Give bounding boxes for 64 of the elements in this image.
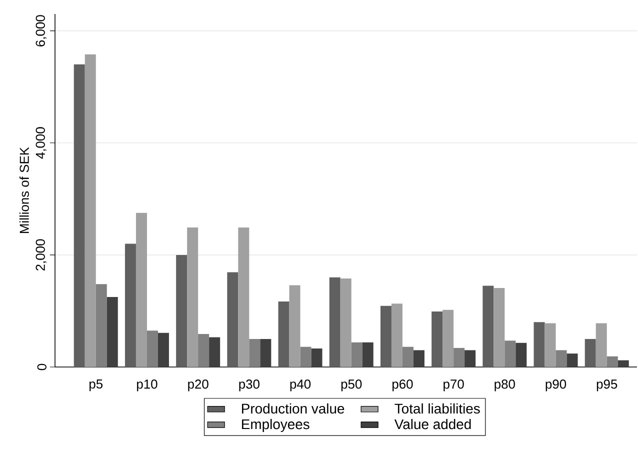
bar xyxy=(380,306,392,367)
y-tick-label: 6,000 xyxy=(36,15,46,46)
bar xyxy=(260,338,272,367)
x-tick-label: p30 xyxy=(239,380,260,392)
y-axis-title: Millions of SEK xyxy=(19,147,29,233)
bar xyxy=(176,254,188,367)
bar xyxy=(534,322,545,367)
bar xyxy=(618,360,629,367)
bar xyxy=(187,227,198,367)
bar xyxy=(391,304,402,367)
bar xyxy=(106,296,118,367)
bar xyxy=(584,338,596,367)
bar xyxy=(556,350,567,367)
bar xyxy=(454,348,465,367)
bar xyxy=(300,346,312,367)
y-tick-label: 4,000 xyxy=(36,127,46,159)
x-tick-label: p50 xyxy=(341,380,362,392)
x-tick-label: p70 xyxy=(444,380,464,392)
x-tick-label: p40 xyxy=(290,380,311,392)
bar xyxy=(482,286,494,367)
bar xyxy=(362,342,374,367)
x-tick-label: p10 xyxy=(137,380,158,392)
bar xyxy=(544,323,556,367)
bar xyxy=(566,354,578,367)
bar xyxy=(402,346,414,367)
bar xyxy=(351,342,362,367)
bar xyxy=(432,312,443,367)
x-tick-label: p20 xyxy=(188,380,208,392)
y-tick-label: 0 xyxy=(37,364,46,370)
x-tick-label: p90 xyxy=(546,380,566,392)
bar xyxy=(84,54,96,367)
bar xyxy=(96,284,107,367)
y-tick-label: 2,000 xyxy=(36,239,46,270)
bar xyxy=(606,356,618,367)
bar xyxy=(238,227,250,367)
bar xyxy=(74,64,85,367)
x-tick-label: p80 xyxy=(494,380,515,392)
legend-label: Employees xyxy=(242,418,310,432)
bar xyxy=(442,310,454,367)
bar xyxy=(340,278,352,367)
bar xyxy=(494,288,505,367)
bar xyxy=(516,342,527,367)
bar xyxy=(158,332,169,367)
bar xyxy=(329,277,340,367)
bar xyxy=(464,350,476,367)
x-tick-label: p5 xyxy=(90,380,103,392)
bar xyxy=(227,272,238,367)
legend-label: Total liabilities xyxy=(394,403,480,414)
bar xyxy=(413,350,424,367)
bar xyxy=(289,285,300,367)
bar xyxy=(504,340,516,367)
x-tick-label: p95 xyxy=(596,380,618,392)
bar xyxy=(249,338,260,367)
bar xyxy=(124,244,136,367)
bar xyxy=(209,337,220,367)
bar xyxy=(146,330,158,367)
bar xyxy=(278,301,290,367)
bar xyxy=(596,323,607,367)
legend-label: Value added xyxy=(394,418,471,430)
bar xyxy=(136,212,147,367)
bar xyxy=(311,348,322,367)
legend-label: Production value xyxy=(242,403,344,414)
bar xyxy=(198,334,210,367)
x-tick-label: p60 xyxy=(392,380,413,392)
